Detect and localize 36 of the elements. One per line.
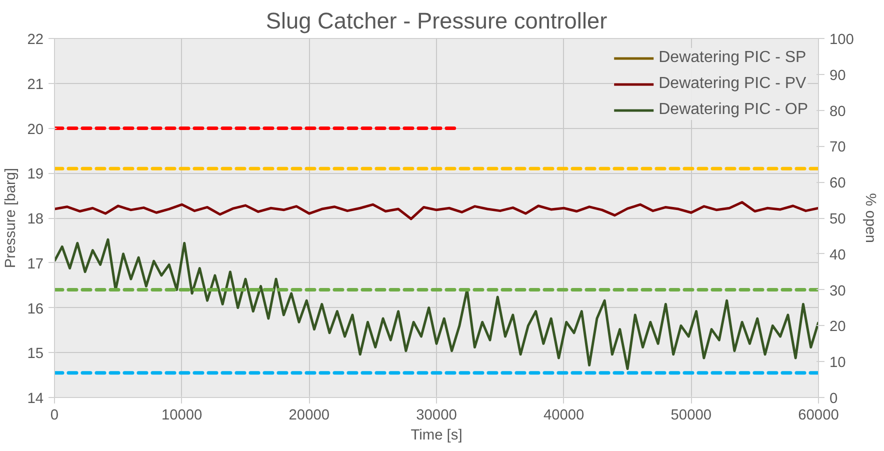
y-axis-title: Pressure [barg] (3, 168, 20, 268)
x-tick-label: 50000 (670, 408, 712, 424)
y2-tick-label: 50 (830, 212, 846, 228)
y2-tick-label: 90 (830, 68, 846, 84)
y-tick-label: 19 (27, 166, 44, 183)
x-tick-label: 30000 (416, 408, 457, 424)
x-tick-label: 0 (50, 408, 59, 424)
legend-label: Dewatering PIC - SP (658, 49, 806, 67)
y-tick-label: 20 (27, 122, 44, 138)
y-tick-label: 15 (27, 346, 44, 362)
y2-tick-label: 10 (830, 355, 846, 372)
legend-label: Dewatering PIC - OP (658, 101, 808, 119)
y-tick-label: 14 (27, 391, 44, 407)
y2-tick-label: 100 (830, 32, 854, 48)
line-series (54, 238, 818, 370)
y2-axis-title: % open (862, 193, 878, 243)
y-tick-label: 17 (27, 256, 44, 272)
y2-tick-label: 40 (830, 247, 846, 264)
y2-tick-label: 80 (830, 104, 846, 120)
y2-tick-label: 60 (830, 176, 846, 192)
line-series (54, 201, 818, 220)
y-tick-label: 18 (27, 212, 44, 228)
y2-tick-label: 70 (830, 140, 846, 156)
y-tick-label: 22 (27, 32, 44, 48)
chart-title: Slug Catcher - Pressure controller (266, 8, 608, 34)
y-tick-label: 21 (27, 76, 44, 93)
y-tick-label: 16 (27, 301, 44, 318)
x-axis-title: Time [s] (410, 428, 462, 444)
y2-tick-label: 20 (830, 319, 846, 336)
x-tick-label: 20000 (288, 408, 330, 424)
x-tick-label: 60000 (798, 408, 839, 424)
legend-label: Dewatering PIC - PV (658, 75, 806, 93)
y2-tick-label: 0 (830, 391, 838, 407)
x-tick-label: 10000 (161, 408, 202, 424)
y2-tick-label: 30 (830, 283, 846, 300)
x-tick-label: 40000 (543, 408, 584, 424)
